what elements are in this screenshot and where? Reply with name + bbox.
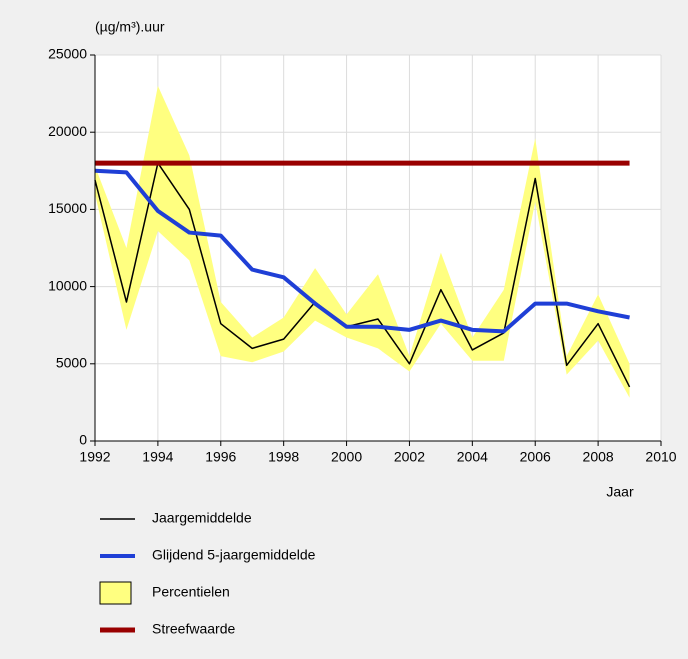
x-tick-label: 1992 — [79, 449, 110, 465]
series-line — [94, 168, 630, 334]
x-tick-label: 1998 — [268, 449, 299, 465]
legend: Jaargemiddelde Glijdend 5-jaargemiddelde P… — [99, 510, 316, 637]
x-tick-label: 2000 — [331, 449, 362, 465]
marks — [94, 85, 631, 398]
axes: 0 5000 10000 15000 20000 25000 1992 1994 1996 199… — [48, 46, 677, 465]
y-tick-label: 5000 — [56, 355, 87, 371]
x-axis-label: Jaar — [606, 484, 634, 500]
y-tick-label: 15000 — [48, 200, 87, 216]
y-axis-label: (µg/m³).uur — [95, 19, 165, 35]
legend-label: Percentielen — [152, 584, 230, 600]
x-tick-label: 1996 — [205, 449, 236, 465]
x-tick-label: 2010 — [645, 449, 676, 465]
y-tick-label: 10000 — [48, 277, 87, 293]
series-line — [94, 162, 631, 388]
legend-swatch — [99, 581, 132, 605]
y-tick-label: 0 — [79, 432, 87, 448]
y-tick-label: 25000 — [48, 46, 87, 62]
y-tick-label: 20000 — [48, 123, 87, 139]
legend-label: Streefwaarde — [152, 621, 235, 637]
x-tick-label: 2006 — [520, 449, 551, 465]
legend-label: Glijdend 5-jaargemiddelde — [152, 547, 316, 563]
x-tick-label: 2004 — [457, 449, 488, 465]
x-tick-label: 2008 — [583, 449, 614, 465]
x-tick-label: 1994 — [142, 449, 173, 465]
percentile-band — [95, 85, 630, 398]
x-tick-label: 2002 — [394, 449, 425, 465]
legend-label: Jaargemiddelde — [152, 510, 252, 526]
